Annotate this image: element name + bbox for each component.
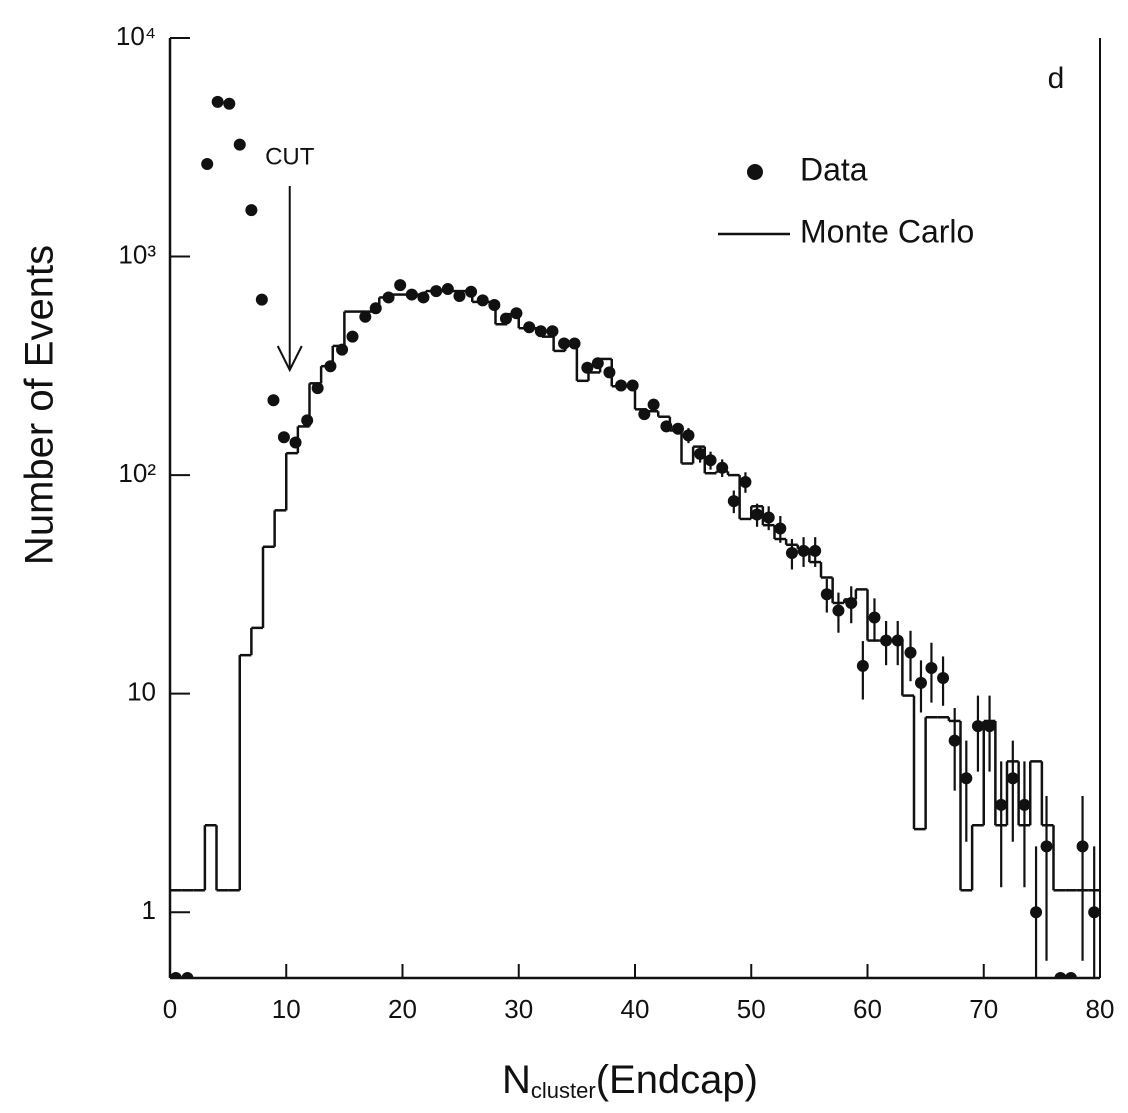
data-point — [301, 414, 314, 427]
data-point — [245, 204, 258, 217]
y-tick-label: 1 — [142, 895, 156, 925]
data-point — [832, 604, 845, 617]
plot-area — [170, 95, 1100, 978]
legend: Data Monte Carlo — [718, 151, 974, 249]
data-point — [856, 659, 869, 672]
x-tick-label: 30 — [504, 994, 533, 1024]
data-point — [476, 294, 489, 307]
data-point — [394, 279, 407, 292]
data-point — [983, 720, 996, 733]
data-point — [255, 293, 268, 306]
data-point — [797, 544, 810, 557]
data-point — [1064, 972, 1077, 978]
y-axis-label: Number of Events — [18, 245, 62, 565]
x-tick-label: 0 — [163, 994, 177, 1024]
x-tick-label: 20 — [388, 994, 417, 1024]
panel-label: d — [1048, 62, 1065, 95]
data-point — [277, 431, 290, 444]
data-point — [201, 158, 214, 171]
x-label-subscript: cluster — [531, 1078, 596, 1103]
data-point — [417, 291, 430, 304]
data-point — [170, 972, 182, 978]
data-point — [704, 454, 717, 467]
cut-arrowhead — [276, 345, 303, 373]
data-point — [1088, 906, 1100, 919]
data-point — [868, 611, 881, 624]
data-point — [809, 544, 822, 557]
x-tick-label: 70 — [969, 994, 998, 1024]
data-point — [289, 436, 302, 449]
data-point — [937, 671, 950, 684]
data-point — [995, 798, 1008, 811]
data-point — [960, 772, 973, 785]
data-point — [581, 361, 594, 374]
data-point — [233, 138, 246, 151]
cut-label: CUT — [265, 143, 315, 170]
axes — [168, 37, 1101, 980]
data-point — [727, 495, 740, 508]
data-point — [1040, 840, 1053, 853]
x-tick-label: 40 — [621, 994, 650, 1024]
data-point — [346, 330, 359, 343]
data-point — [694, 447, 707, 460]
data-point — [948, 734, 961, 747]
data-point — [1006, 772, 1019, 785]
data-point — [181, 972, 194, 978]
y-tick-label: 10 — [127, 677, 156, 707]
data-point — [739, 475, 752, 488]
legend-marker — [747, 164, 763, 180]
cut-annotation: CUT — [265, 143, 315, 373]
data-point — [267, 394, 280, 407]
data-point — [441, 283, 454, 296]
x-tick-label: 50 — [737, 994, 766, 1024]
data-point — [1030, 906, 1043, 919]
data-point — [223, 97, 236, 110]
data-point — [1018, 798, 1031, 811]
data-point — [971, 720, 984, 733]
x-label-suffix: (Endcap) — [596, 1058, 758, 1102]
legend-label: Monte Carlo — [800, 213, 974, 249]
data-point — [762, 511, 775, 524]
data-point — [1054, 972, 1067, 978]
data-point — [904, 646, 917, 659]
y-tick-label: 10³ — [118, 239, 156, 269]
data-point — [546, 325, 559, 338]
data-point — [820, 588, 833, 601]
data-point — [453, 289, 466, 302]
data-point — [1076, 840, 1089, 853]
data-point — [211, 95, 224, 108]
data-point — [925, 662, 938, 675]
x-tick-label: 10 — [272, 994, 301, 1024]
data-point — [603, 366, 616, 379]
data-point — [647, 398, 660, 411]
x-axis-label: Ncluster(Endcap) — [502, 1058, 758, 1103]
x-tick-label: 60 — [853, 994, 882, 1024]
x-tick-label: 80 — [1086, 994, 1115, 1024]
data-point — [359, 310, 372, 323]
data-point — [682, 429, 695, 442]
data-point — [774, 522, 787, 535]
y-tick-label: 10⁴ — [116, 21, 156, 51]
y-tick-label: 10² — [118, 458, 156, 488]
x-label-main: N — [502, 1058, 531, 1102]
data-point — [914, 676, 927, 689]
legend-label: Data — [800, 151, 868, 187]
data-point — [785, 547, 798, 560]
data-point — [311, 382, 324, 395]
data-point — [751, 508, 764, 521]
